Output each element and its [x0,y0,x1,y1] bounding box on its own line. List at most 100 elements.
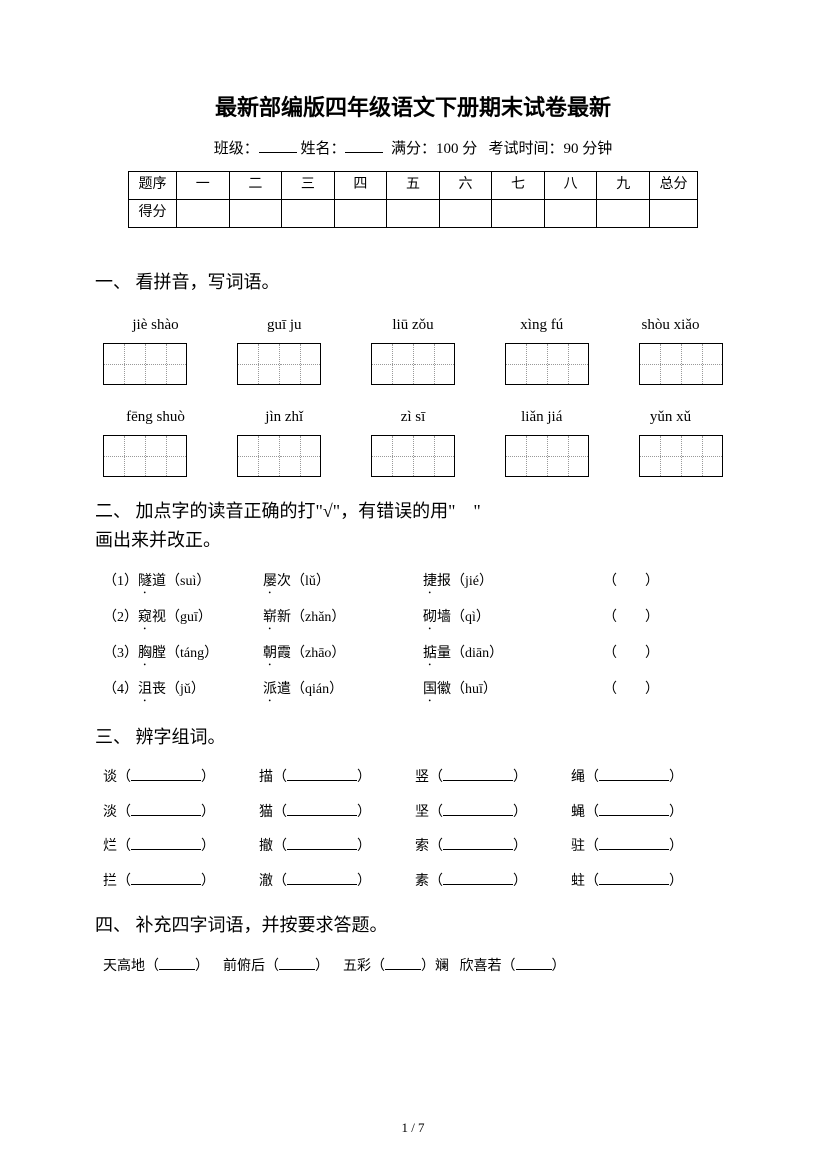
header-cell: 题序 [129,172,177,200]
page-title: 最新部编版四年级语文下册期末试卷最新 [95,90,731,125]
name-blank[interactable] [345,138,383,153]
header-cell: 八 [544,172,597,200]
class-blank[interactable] [259,138,297,153]
pinyin-label: yǔn xǔ [618,405,723,429]
word-blank[interactable] [599,802,669,816]
question-2-list: （1）隧道（suì）屡次（lǔ）捷报（jié）（ ） （2）窥视（guī）崭新（z… [95,571,731,705]
score-cell[interactable] [597,200,650,228]
word-blank[interactable] [131,802,201,816]
char-box[interactable] [371,343,455,385]
pinyin-row-1: jiè shào guī ju liū zǒu xìng fú shòu xiǎ… [95,313,731,337]
pinyin-label: zì sī [361,405,466,429]
word-item: 谈（） [103,767,259,789]
score-table: 题序 一 二 三 四 五 六 七 八 九 总分 得分 [128,171,698,228]
section-1-title: 一、 看拼音，写词语。 [95,268,731,297]
question-2-item: （4）沮丧（jǔ）派遣（qián）国徽（huī）（ ） [95,679,731,705]
idiom-blank[interactable] [279,956,315,970]
word-blank[interactable] [287,871,357,885]
score-cell[interactable] [334,200,387,228]
word-item: 拦（） [103,871,259,893]
pinyin-label: liū zǒu [361,313,466,337]
score-cell[interactable] [544,200,597,228]
pinyin-label: liǎn jiá [489,405,594,429]
word-blank[interactable] [287,767,357,781]
answer-bracket[interactable]: （ ） [603,643,731,669]
question-2-item: （2）窥视（guī）崭新（zhǎn）砌墙（qì）（ ） [95,607,731,633]
word-blank[interactable] [131,871,201,885]
score-cell[interactable] [387,200,440,228]
idiom-blank[interactable] [159,956,195,970]
question-3-row: 谈（）描（）竖（）绳（） [95,767,731,789]
word-blank[interactable] [131,767,201,781]
score-cell[interactable] [650,200,698,228]
char-box-row-1 [95,343,731,385]
char-box[interactable] [505,343,589,385]
header-cell: 二 [229,172,282,200]
word-blank[interactable] [287,802,357,816]
word-blank[interactable] [287,836,357,850]
word-item: 蝇（） [571,802,727,824]
section-2-title-b: " [473,501,480,521]
score-cell[interactable] [439,200,492,228]
pinyin-label: fēng shuò [103,405,208,429]
header-cell: 五 [387,172,440,200]
word-blank[interactable] [599,871,669,885]
question-3-row: 烂（）撤（）索（）驻（） [95,836,731,858]
pinyin-label: guī ju [232,313,337,337]
table-row: 题序 一 二 三 四 五 六 七 八 九 总分 [129,172,698,200]
char-box[interactable] [639,343,723,385]
char-box[interactable] [639,435,723,477]
word-blank[interactable] [443,836,513,850]
class-label: 班级： [214,141,259,157]
header-cell: 六 [439,172,492,200]
question-2-item: （1）隧道（suì）屡次（lǔ）捷报（jié）（ ） [95,571,731,597]
full-score-label: 满分： [391,141,436,157]
word-item: 澈（） [259,871,415,893]
pinyin-label: xìng fú [489,313,594,337]
char-box[interactable] [371,435,455,477]
idiom-blank[interactable] [385,956,421,970]
section-2-title: 二、 加点字的读音正确的打"√"，有错误的用" " 画出来并改正。 [95,497,731,555]
word-blank[interactable] [443,767,513,781]
score-cell[interactable] [492,200,545,228]
section-4-title: 四、 补充四字词语，并按要求答题。 [95,911,731,940]
char-box[interactable] [237,343,321,385]
question-4-line: 天高地（） 前俯后（） 五彩（）斓 欣喜若（） [95,956,731,978]
pinyin-row-2: fēng shuò jìn zhǐ zì sī liǎn jiá yǔn xǔ [95,405,731,429]
char-box[interactable] [103,343,187,385]
answer-bracket[interactable]: （ ） [603,679,731,705]
table-row: 得分 [129,200,698,228]
word-item: 坚（） [415,802,571,824]
char-box[interactable] [103,435,187,477]
score-cell[interactable] [177,200,230,228]
word-item: 素（） [415,871,571,893]
word-blank[interactable] [131,836,201,850]
idiom-blank[interactable] [516,956,552,970]
word-blank[interactable] [443,802,513,816]
word-item: 猫（） [259,802,415,824]
score-label-cell: 得分 [129,200,177,228]
word-item: 竖（） [415,767,571,789]
answer-bracket[interactable]: （ ） [603,607,731,633]
question-3-row: 淡（）猫（）坚（）蝇（） [95,802,731,824]
header-cell: 九 [597,172,650,200]
idiom-item: 天高地（） [103,959,209,974]
char-box[interactable] [237,435,321,477]
exam-time-value: 90 分钟 [564,141,613,157]
char-box[interactable] [505,435,589,477]
score-cell[interactable] [282,200,335,228]
exam-info-line: 班级： 姓名： 满分：100 分 考试时间：90 分钟 [95,137,731,161]
score-cell[interactable] [229,200,282,228]
word-item: 撤（） [259,836,415,858]
question-3-list: 谈（）描（）竖（）绳（） 淡（）猫（）坚（）蝇（） 烂（）撤（）索（）驻（） 拦（）澈… [95,767,731,893]
word-item: 烂（） [103,836,259,858]
section-2-title-c: 画出来并改正。 [95,530,221,550]
page-footer: 1 / 7 [0,1118,826,1139]
full-score-value: 100 分 [436,141,477,157]
answer-bracket[interactable]: （ ） [603,571,731,597]
word-blank[interactable] [599,836,669,850]
idiom-item: 五彩（）斓 [343,959,449,974]
word-blank[interactable] [443,871,513,885]
header-cell: 四 [334,172,387,200]
word-blank[interactable] [599,767,669,781]
